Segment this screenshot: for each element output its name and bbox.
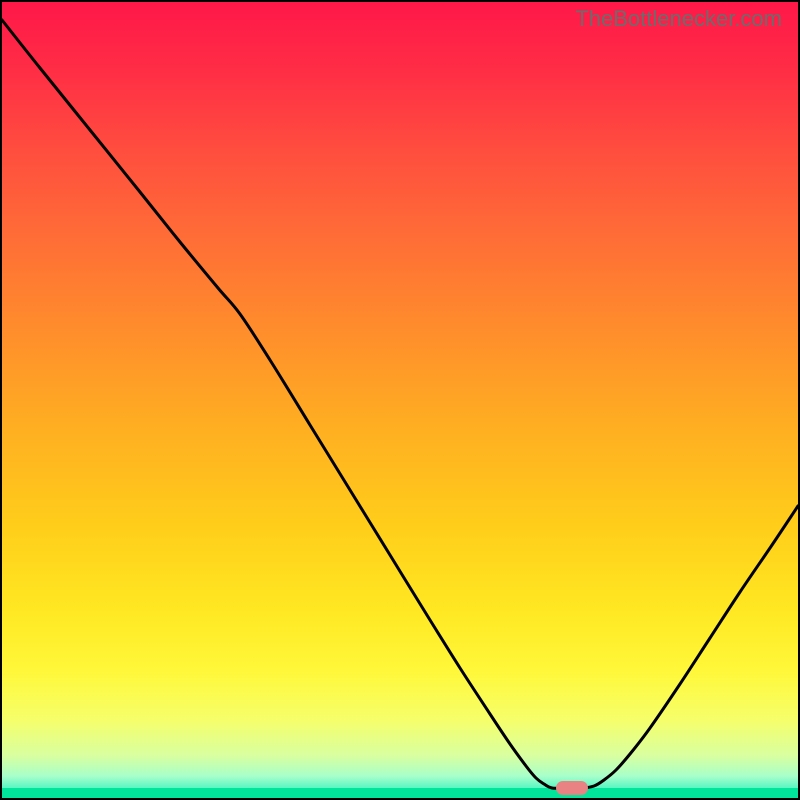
watermark-text: TheBottlenecker.com [575, 6, 782, 32]
baseline-band [0, 788, 800, 800]
optimum-marker [556, 781, 588, 795]
background-gradient [0, 0, 800, 800]
chart-stage: TheBottlenecker.com [0, 0, 800, 800]
